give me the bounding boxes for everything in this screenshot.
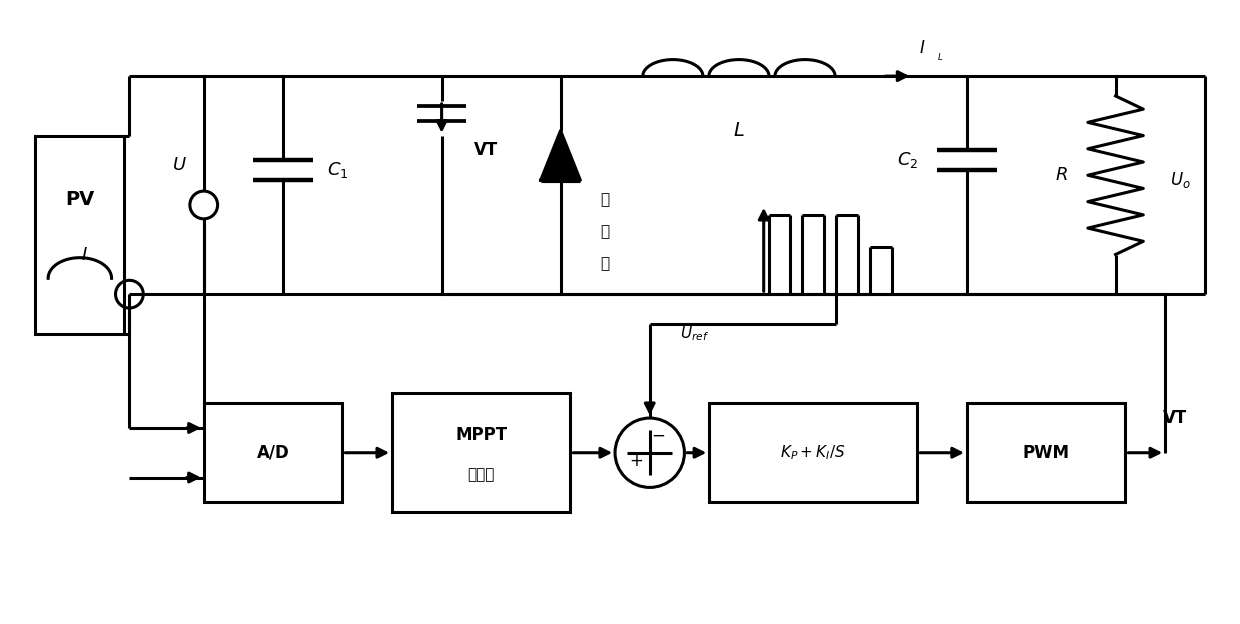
Text: VT: VT: [474, 142, 498, 160]
Text: 三: 三: [600, 193, 610, 208]
Text: 控制器: 控制器: [467, 467, 495, 482]
Text: $U_{ref}$: $U_{ref}$: [680, 324, 709, 343]
Bar: [709, 403, 918, 502]
Text: $+$: $+$: [629, 452, 642, 470]
Text: $L$: $L$: [733, 121, 745, 140]
Bar: [967, 403, 1126, 502]
Text: $U_o$: $U_o$: [1169, 170, 1190, 190]
Bar: [203, 403, 342, 502]
Text: PV: PV: [66, 190, 94, 208]
Text: 管: 管: [600, 256, 610, 271]
Text: 极: 极: [600, 224, 610, 239]
Text: $_L$: $_L$: [937, 50, 944, 63]
Text: $I$: $I$: [82, 245, 88, 263]
Text: $C_2$: $C_2$: [897, 150, 918, 170]
Text: $-$: $-$: [651, 426, 665, 444]
Text: PWM: PWM: [1023, 444, 1070, 462]
Text: $R$: $R$: [1055, 166, 1068, 184]
Bar: [35, 135, 124, 334]
Bar: [392, 393, 570, 512]
Text: MPPT: MPPT: [455, 426, 507, 444]
Text: $I$: $I$: [919, 39, 925, 57]
Text: $U$: $U$: [171, 157, 186, 174]
Text: A/D: A/D: [257, 444, 289, 462]
Text: VT: VT: [1163, 409, 1187, 427]
Polygon shape: [541, 130, 580, 180]
Text: $K_P+K_I/S$: $K_P+K_I/S$: [780, 444, 846, 462]
Text: $C_1$: $C_1$: [327, 160, 348, 180]
